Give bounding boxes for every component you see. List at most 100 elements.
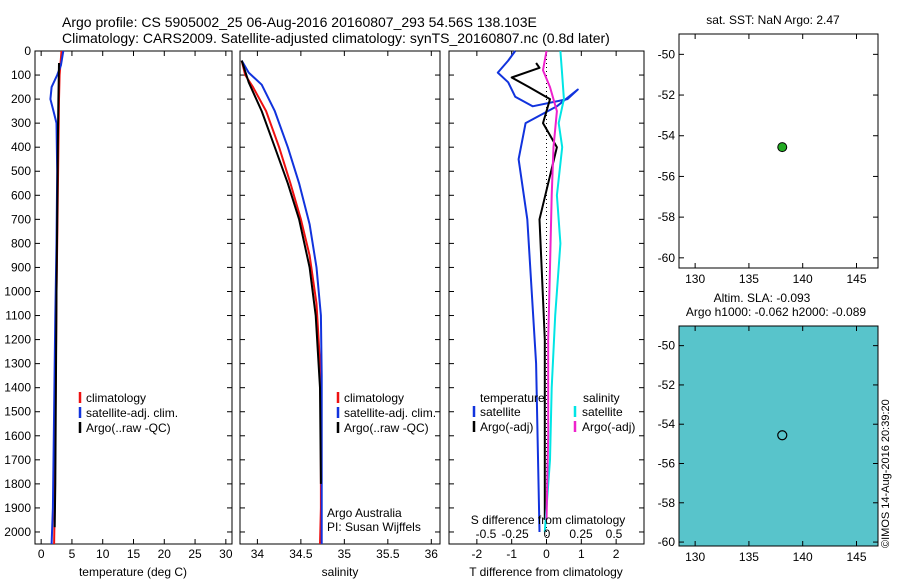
temp-ytick-label: 0: [24, 44, 31, 58]
temp-ytick-label: 100: [11, 68, 31, 82]
sst-ytick-label: -50: [658, 47, 676, 61]
sal-series-argo-raw-qc-: [240, 60, 322, 484]
temp-ytick-label: 300: [11, 116, 31, 130]
temp-ytick-label: 1300: [4, 357, 31, 371]
sst-ytick-label: -58: [658, 210, 676, 224]
sla-xtick-label: 140: [793, 550, 813, 564]
temp-ytick-label: 400: [11, 140, 31, 154]
temp-ytick-label: 1500: [4, 405, 31, 419]
sal-xlabel: salinity: [322, 565, 359, 579]
diff-xlabel-top: S difference from climatology: [471, 513, 626, 527]
sla-xtick-label: 145: [846, 550, 866, 564]
temp-xtick-label: 20: [158, 547, 172, 561]
diff-xtick-label: 1: [578, 547, 585, 561]
diff-stick-label: 0: [544, 527, 551, 541]
sal-legend-label: satellite-adj. clim.: [344, 406, 436, 420]
sla-ytick-label: -56: [658, 457, 676, 471]
sla-frame: [678, 325, 879, 547]
temp-ytick-label: 900: [11, 260, 31, 274]
sal-legend-label: Argo(..raw -QC): [344, 421, 429, 435]
temp-ytick-label: 700: [11, 212, 31, 226]
sal-xtick-label: 34.5: [289, 547, 313, 561]
diff-legend-salinity-header: salinity: [583, 391, 620, 405]
temp-legend-label: Argo(..raw -QC): [86, 421, 171, 435]
diff-series-salinity-argo-adj-: [542, 50, 558, 521]
temp-ytick-label: 1800: [4, 477, 31, 491]
diff-series-temperature-argo-adj-: [510, 62, 558, 520]
diff-frame: [448, 50, 645, 545]
temp-legend-label: satellite-adj. clim.: [86, 406, 178, 420]
sla-ytick-label: -54: [658, 417, 676, 431]
temp-series-argo-raw-qc-: [53, 62, 60, 528]
sal-annotation-pi: PI: Susan Wijffels: [327, 520, 421, 534]
sla-title-line2: Argo h1000: -0.062 h2000: -0.089: [686, 305, 866, 319]
temp-xlabel: temperature (deg C): [79, 565, 187, 579]
sst-argo-point: [777, 142, 788, 153]
diff-legend-temperature-header: temperature: [480, 391, 545, 405]
diff-stick-label: 0.5: [606, 527, 623, 541]
temp-series-satellite-adj-clim-: [49, 50, 65, 545]
temp-ytick-label: 1000: [4, 284, 31, 298]
sla-ytick-label: -50: [658, 339, 676, 353]
temp-ytick-label: 600: [11, 188, 31, 202]
figure-title-line2: Climatology: CARS2009. Satellite-adjuste…: [62, 30, 610, 46]
diff-stick-label: -0.5: [476, 527, 497, 541]
temp-xtick-label: 10: [96, 547, 110, 561]
temp-xtick-label: 0: [38, 547, 45, 561]
temp-ytick-label: 2000: [4, 525, 31, 539]
sla-argo-point: [777, 430, 788, 441]
temp-ytick-label: 1200: [4, 333, 31, 347]
sal-xtick-label: 36: [425, 547, 439, 561]
diff-xtick-label: 2: [613, 547, 620, 561]
temp-xtick-label: 5: [69, 547, 76, 561]
temp-legend-label: climatology: [86, 391, 146, 405]
sal-xtick-label: 35: [338, 547, 352, 561]
diff-legend-label: Argo(-adj): [582, 420, 635, 434]
sst-xtick-label: 140: [793, 272, 813, 286]
diff-legend-label: satellite: [582, 405, 623, 419]
sla-ytick-label: -58: [658, 496, 676, 510]
temp-ytick-label: 500: [11, 164, 31, 178]
diff-xtick-label: -2: [472, 547, 483, 561]
diff-legend-label: Argo(-adj): [480, 420, 533, 434]
sst-ytick-label: -56: [658, 169, 676, 183]
sal-xtick-label: 35.5: [376, 547, 400, 561]
temp-xtick-label: 25: [188, 547, 202, 561]
sst-ytick-label: -60: [658, 251, 676, 265]
sal-legend-label: climatology: [344, 391, 404, 405]
temp-ytick-label: 1600: [4, 429, 31, 443]
sla-ytick-label: -60: [658, 535, 676, 549]
diff-series-salinity-satellite: [543, 50, 565, 533]
diff-stick-label: 0.25: [569, 527, 593, 541]
diff-xtick-label: -1: [506, 547, 517, 561]
sla-title-line1: Altim. SLA: -0.093: [714, 291, 811, 305]
temp-ytick-label: 1400: [4, 381, 31, 395]
sla-xtick-label: 135: [739, 550, 759, 564]
diff-xlabel: T difference from climatology: [469, 565, 623, 579]
temp-ytick-label: 1700: [4, 453, 31, 467]
sal-xtick-label: 34: [251, 547, 265, 561]
sla-side-label: ©IMOS 14-Aug-2016 20:39:20: [880, 399, 892, 548]
temp-ytick-label: 1100: [5, 309, 31, 323]
sst-xtick-label: 135: [739, 272, 759, 286]
temp-ytick-label: 800: [11, 236, 31, 250]
sst-ytick-label: -54: [658, 129, 676, 143]
sal-frame: [239, 50, 441, 545]
sst-frame: [678, 33, 879, 269]
sla-heatmap-field: [679, 326, 878, 546]
sal-annotation-institution: Argo Australia: [327, 506, 402, 520]
temp-ytick-label: 1900: [4, 501, 31, 515]
temp-frame: [34, 50, 233, 545]
sla-xtick-label: 130: [685, 550, 705, 564]
sst-xtick-label: 145: [846, 272, 866, 286]
sst-background: [679, 34, 878, 268]
sst-ytick-label: -52: [658, 88, 676, 102]
figure-title-line1: Argo profile: CS 5905002_25 06-Aug-2016 …: [62, 14, 537, 30]
sst-xtick-label: 130: [685, 272, 705, 286]
diff-xtick-label: 0: [543, 547, 550, 561]
diff-series-temperature-satellite: [496, 50, 579, 533]
temp-ytick-label: 200: [11, 92, 31, 106]
sal-series-satellite-adj-clim-: [240, 60, 323, 544]
diff-stick-label: -0.25: [501, 527, 529, 541]
diff-legend-label: satellite: [480, 405, 521, 419]
